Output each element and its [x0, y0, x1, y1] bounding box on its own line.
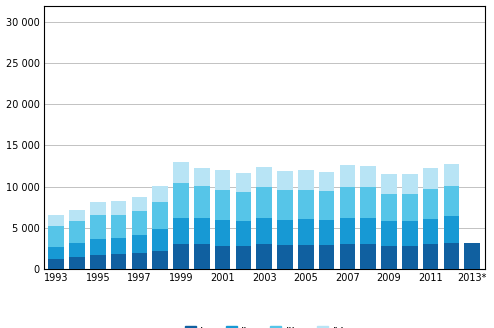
Bar	[339, 188, 355, 218]
Bar	[111, 238, 126, 254]
Bar	[236, 246, 251, 269]
Bar	[152, 202, 168, 230]
Bar	[319, 191, 334, 219]
Bar	[464, 243, 480, 269]
Bar	[215, 190, 230, 220]
Bar	[402, 194, 417, 221]
Bar	[152, 251, 168, 269]
Bar	[215, 220, 230, 246]
Bar	[444, 186, 459, 216]
Bar	[381, 174, 397, 194]
Bar	[402, 221, 417, 246]
Bar	[194, 244, 209, 269]
Bar	[48, 259, 64, 269]
Bar	[236, 221, 251, 246]
Bar	[48, 226, 64, 247]
Bar	[69, 257, 85, 269]
Bar	[131, 253, 147, 269]
Bar	[381, 246, 397, 269]
Bar	[215, 170, 230, 190]
Bar	[48, 247, 64, 259]
Bar	[69, 221, 85, 243]
Bar	[152, 186, 168, 202]
Bar	[381, 221, 397, 246]
Bar	[402, 246, 417, 269]
Bar	[90, 238, 106, 255]
Bar	[444, 216, 459, 243]
Bar	[298, 190, 314, 219]
Bar	[173, 218, 189, 244]
Bar	[339, 218, 355, 244]
Bar	[360, 166, 376, 187]
Bar	[256, 187, 272, 218]
Bar	[48, 215, 64, 226]
Bar	[173, 183, 189, 218]
Bar	[256, 167, 272, 187]
Bar	[256, 218, 272, 244]
Bar	[90, 215, 106, 238]
Bar	[298, 245, 314, 269]
Bar	[360, 244, 376, 269]
Bar	[444, 243, 459, 269]
Bar	[69, 243, 85, 257]
Bar	[236, 192, 251, 221]
Bar	[173, 244, 189, 269]
Bar	[152, 230, 168, 251]
Bar	[236, 174, 251, 192]
Bar	[298, 170, 314, 190]
Bar	[277, 245, 293, 269]
Bar	[402, 174, 417, 194]
Bar	[173, 162, 189, 183]
Bar	[277, 190, 293, 219]
Bar	[69, 210, 85, 221]
Bar	[111, 254, 126, 269]
Bar	[444, 164, 459, 186]
Bar	[360, 187, 376, 218]
Bar	[423, 189, 438, 219]
Bar	[339, 165, 355, 188]
Bar	[111, 201, 126, 215]
Bar	[319, 172, 334, 191]
Bar	[90, 202, 106, 215]
Bar	[298, 219, 314, 245]
Bar	[256, 244, 272, 269]
Bar	[194, 168, 209, 186]
Bar	[381, 194, 397, 221]
Bar	[194, 218, 209, 244]
Bar	[277, 219, 293, 245]
Bar	[111, 215, 126, 238]
Bar	[339, 244, 355, 269]
Bar	[423, 219, 438, 244]
Bar	[360, 218, 376, 244]
Bar	[90, 255, 106, 269]
Bar	[215, 246, 230, 269]
Bar	[131, 211, 147, 235]
Bar	[423, 168, 438, 189]
Legend: I, II, III, IV: I, II, III, IV	[180, 322, 348, 328]
Bar	[131, 235, 147, 253]
Bar	[277, 171, 293, 190]
Bar	[319, 219, 334, 245]
Bar	[131, 196, 147, 211]
Bar	[423, 244, 438, 269]
Bar	[194, 186, 209, 218]
Bar	[319, 245, 334, 269]
